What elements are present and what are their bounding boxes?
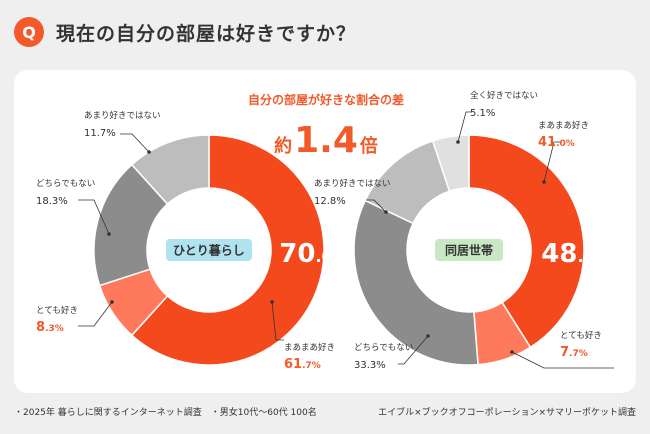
slice-label: どちらでもない xyxy=(354,343,413,353)
donut-slice xyxy=(431,134,470,193)
comparison-title: 自分の部屋が好きな割合の差 xyxy=(248,92,404,107)
leader-line xyxy=(366,199,387,213)
leader-line xyxy=(78,301,113,327)
footer-source: ・2025年 暮らしに関するインターネット調査 ・男女10代〜60代 100名 xyxy=(14,408,317,418)
donut-slice xyxy=(353,199,479,366)
leader-line xyxy=(78,199,110,235)
footer-credit: エイブル×ブックオフコーポレーション×サマリーポケット調査 xyxy=(378,408,636,418)
donut-charts: まあまあ好き 61.7% とても好き 8.3% どちらでもない 18.3% あまり好きではな… xyxy=(36,90,614,372)
chart-card: まあまあ好き 61.7% とても好き 8.3% どちらでもない 18.3% あまり好きではな… xyxy=(14,70,636,393)
leader-line xyxy=(271,301,284,341)
donut-slice xyxy=(130,134,325,366)
comparison-suffix: 倍 xyxy=(360,135,378,157)
slice-label: まあまあ好き xyxy=(284,342,335,353)
center-label: ひとり暮らし xyxy=(173,243,245,258)
leader-line xyxy=(543,141,560,183)
question-badge: Q xyxy=(14,17,44,47)
slice-value: 61.7% xyxy=(284,357,321,372)
slice-value: 18.3% xyxy=(36,196,68,207)
total-like-percent: 70.0% xyxy=(279,239,348,269)
comparison-prefix: 約 xyxy=(274,135,292,157)
slice-label: 全く好きではない xyxy=(470,90,538,101)
header: Q 現在の自分の部屋は好きですか？ xyxy=(14,14,356,50)
question-title: 現在の自分の部屋は好きですか？ xyxy=(56,22,357,45)
slice-label: とても好き xyxy=(36,305,78,316)
slice-value: 5.1% xyxy=(470,108,495,119)
leader-line xyxy=(398,335,429,365)
donut-slice xyxy=(468,134,585,349)
donut-1: まあまあ好き 61.7% とても好き 8.3% どちらでもない 18.3% あまり好きではな… xyxy=(36,110,349,372)
comparison-value: 1.4 xyxy=(294,120,358,161)
slice-value: 12.8% xyxy=(314,196,346,207)
leader-line xyxy=(457,111,472,143)
center-label-box xyxy=(166,239,252,261)
slice-label: とても好き xyxy=(560,330,602,341)
slice-label: どちらでもない xyxy=(36,179,95,189)
slice-value: 41.0% xyxy=(538,135,575,150)
total-like-percent: 48.7% xyxy=(541,239,610,269)
slice-value: 33.3% xyxy=(354,360,386,371)
slice-label: あまり好きではない xyxy=(84,110,161,121)
slice-label: まあまあ好き xyxy=(538,120,589,131)
slice-label: あまり好きではない xyxy=(314,178,391,189)
slice-value: 8.3% xyxy=(36,320,64,335)
donut-slice xyxy=(130,134,210,206)
comparison-ratio: 約1.4 倍 xyxy=(274,120,378,161)
slice-value: 11.7% xyxy=(84,128,116,139)
center-label-box xyxy=(435,239,503,261)
leader-line xyxy=(120,133,150,153)
leader-line xyxy=(511,351,614,369)
donut-2: まあまあ好き 41.0% とても好き 7.7% どちらでもない 33.3% あまり好きではな… xyxy=(314,90,614,371)
slice-value: 7.7% xyxy=(560,345,588,360)
center-label: 同居世帯 xyxy=(445,243,493,258)
